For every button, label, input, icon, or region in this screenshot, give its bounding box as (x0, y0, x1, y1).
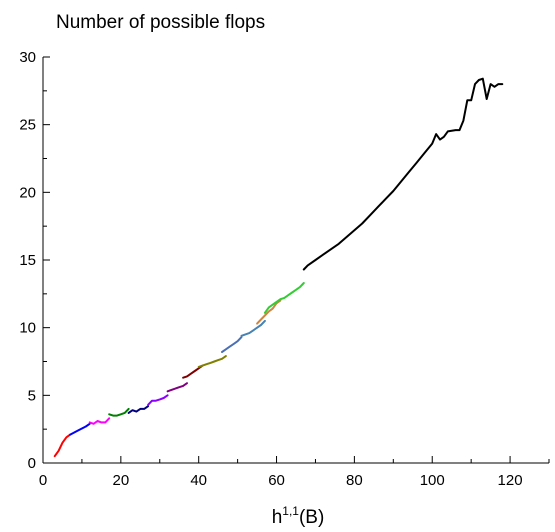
y-tick-label: 30 (19, 49, 36, 66)
series-line-4 (108, 407, 130, 417)
y-tick-label: 0 (28, 455, 36, 472)
series-line-6 (147, 394, 169, 406)
series-line-13 (263, 282, 305, 314)
x-axis-label-suffix: (B) (299, 507, 324, 528)
series-line-9 (197, 355, 227, 368)
y-tick-label: 10 (19, 320, 36, 337)
axes: 0 5 10 15 20 25 30 0 20 40 60 80 100 120 (19, 49, 550, 489)
x-tick-label: 0 (39, 472, 47, 489)
x-axis-label-main: h (272, 507, 283, 528)
series-line-10 (221, 336, 243, 353)
series-line-7 (166, 382, 188, 393)
x-tick-label: 20 (113, 472, 130, 489)
x-axis-label: h1,1(B) (272, 504, 325, 528)
series-line-12 (256, 299, 282, 325)
series-line-8 (182, 364, 204, 379)
series-line-2 (69, 422, 91, 436)
series-line-3 (88, 417, 111, 425)
x-axis-label-sup: 1,1 (282, 504, 299, 518)
x-tick-label: 100 (420, 472, 445, 489)
series-line-14 (302, 77, 504, 271)
y-tick-label: 25 (19, 117, 36, 134)
x-tick-label: 120 (498, 472, 523, 489)
y-tick-label: 20 (19, 184, 36, 201)
x-tick-label: 60 (268, 472, 285, 489)
y-tick-label: 15 (19, 252, 36, 269)
plot-area (53, 77, 504, 458)
series-line-11 (240, 319, 266, 337)
x-tick-label: 80 (346, 472, 363, 489)
series-line-5 (127, 405, 150, 414)
x-tick-label: 40 (190, 472, 207, 489)
chart-title: Number of possible flops (56, 12, 265, 33)
series-line-1 (53, 433, 72, 458)
y-tick-label: 5 (28, 387, 36, 404)
